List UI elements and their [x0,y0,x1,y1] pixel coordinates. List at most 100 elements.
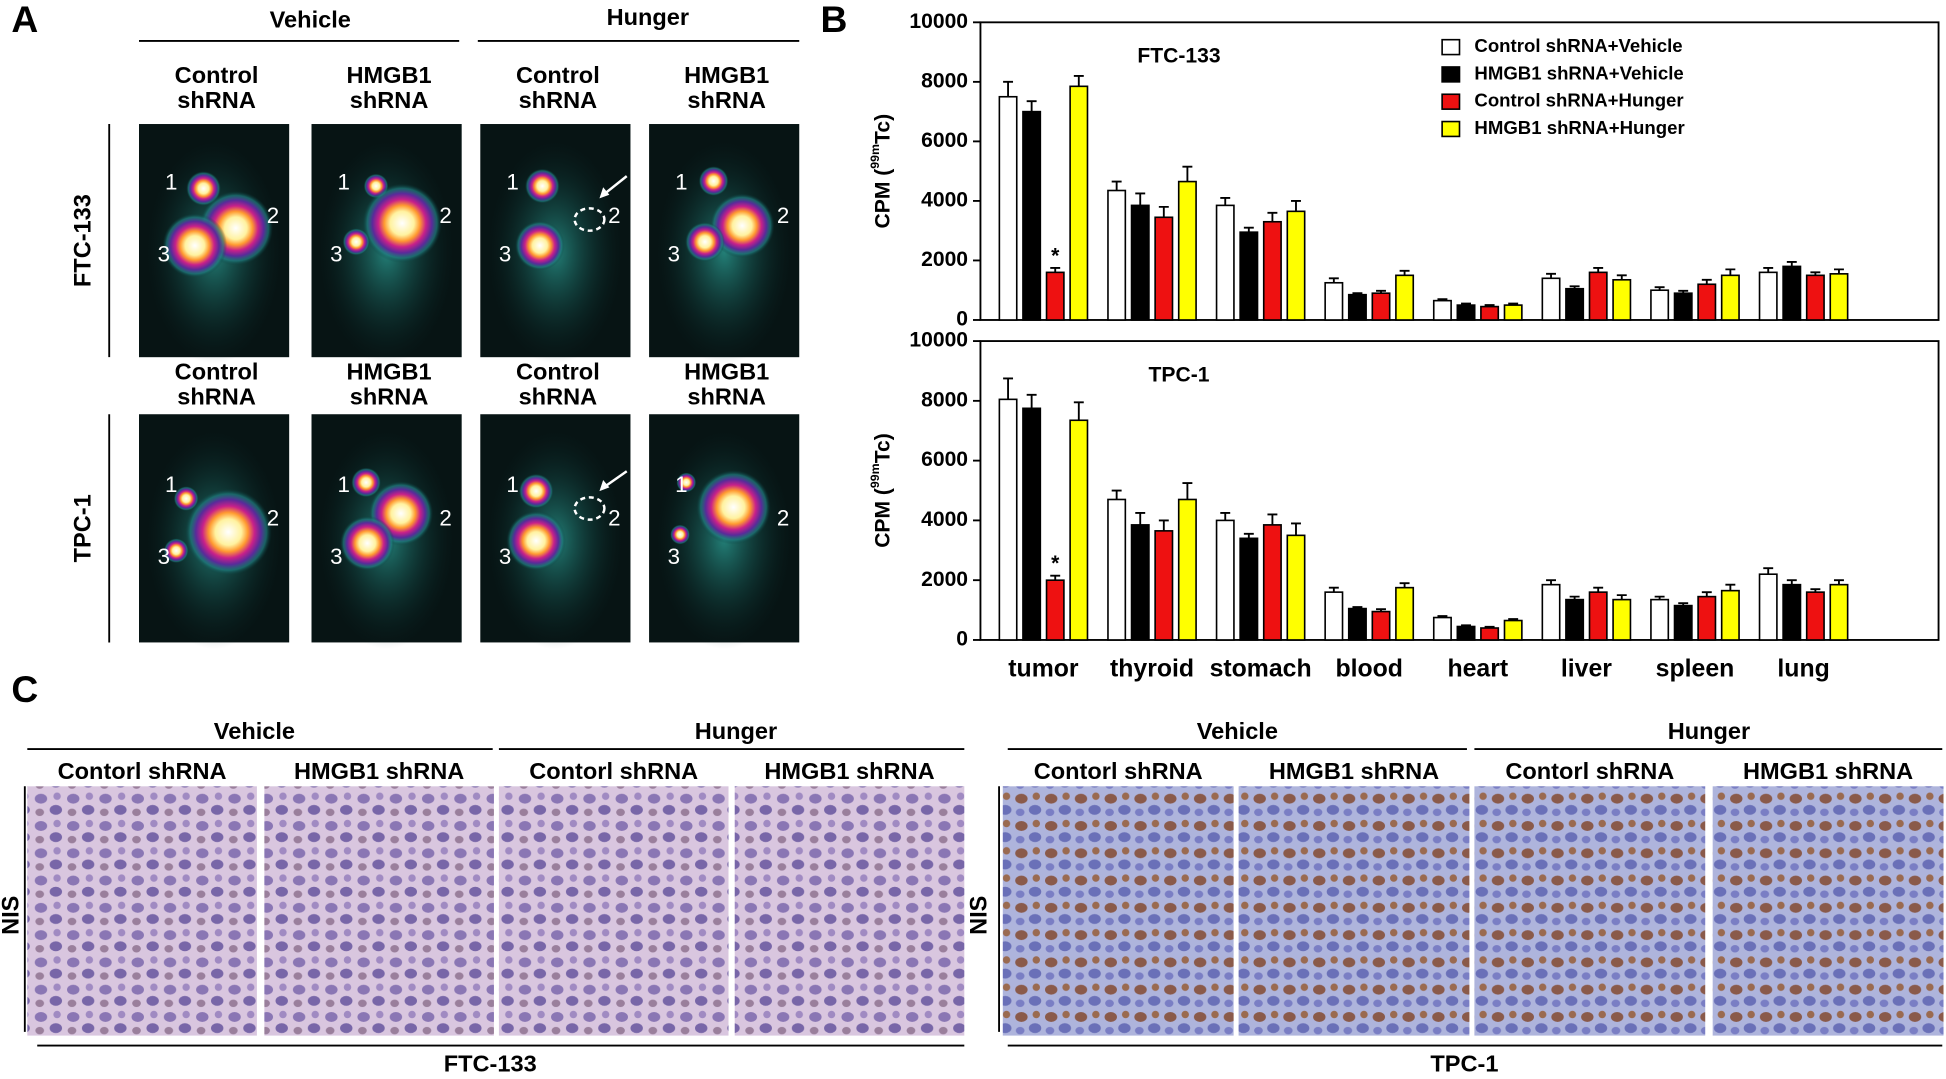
column-header: HMGB1 shRNA [764,758,934,784]
error-bar [1003,80,1014,97]
y-tick-label: 8000 [921,69,968,92]
error-bar [1810,588,1821,593]
spot-number: 2 [608,506,620,531]
spot-number: 3 [330,241,342,266]
bar [1782,583,1802,641]
y-tick-label: 10000 [909,10,968,33]
bar [1154,216,1174,321]
column-header: Contorl shRNA [1034,758,1203,784]
significance-mark: * [1051,244,1060,267]
histology-image [734,786,965,1036]
column-header: shRNA [177,383,256,409]
error-bar [1220,197,1231,206]
error-bar [1833,579,1844,585]
spot-number: 3 [158,241,170,266]
bar [1565,598,1585,641]
error-bar [1569,285,1580,289]
bar [1720,589,1740,641]
row-label: TPC-1 [70,494,96,562]
error-bar [1111,489,1122,500]
histology-image [27,786,257,1036]
column-header: HMGB1 shRNA [1743,758,1913,784]
bar [998,95,1018,321]
scan-spot [676,472,697,493]
column-header: HMGB1 shRNA [294,758,464,784]
spot-number: 2 [267,506,279,531]
y-axis-label-part: CPM ( [871,169,894,229]
row-label: FTC-133 [70,194,96,287]
bar [1503,304,1523,321]
spot-number: 1 [338,169,350,194]
spot-number: 3 [330,544,342,569]
column-header: HMGB1 [684,62,769,88]
error-bar [1484,625,1495,629]
bar [1697,595,1717,641]
column-header: Control [516,359,600,385]
column-header: HMGB1 [347,359,432,385]
histology-image [1474,786,1706,1036]
bar [1262,524,1282,641]
error-bar [1182,482,1193,500]
bar [1130,204,1150,321]
error-bar [1763,266,1774,273]
spot-number: 1 [506,472,518,497]
bar [1805,591,1825,641]
bar [1673,292,1693,321]
bar [1022,110,1042,321]
row-label: NIS [0,896,24,935]
bar [1395,274,1415,321]
panel-letter: B [821,0,848,40]
error-bar [1267,211,1278,222]
error-bar [1833,268,1844,274]
error-bar [1763,567,1774,575]
error-bar [1786,261,1797,267]
spot-number: 1 [338,472,350,497]
error-bar [1026,100,1037,112]
bar [1395,586,1415,641]
error-bar [1484,304,1495,307]
legend-swatch [1441,38,1461,56]
error-bar [1725,583,1736,591]
bar [1347,607,1367,641]
scan-spot [362,183,442,263]
error-bar [1111,180,1122,191]
scan-spot [709,193,775,258]
column-header: shRNA [177,87,256,113]
scan-spot [163,538,189,564]
y-tick-label: 8000 [921,388,968,411]
scan-spot [518,473,554,509]
scan-spot [685,222,725,262]
column-header: HMGB1 [684,359,769,385]
error-bar [1267,513,1278,525]
column-header: shRNA [519,87,598,113]
error-bar [1243,226,1254,233]
error-bar [1616,594,1627,600]
bar [1758,271,1778,321]
column-header: shRNA [350,383,429,409]
bar [1480,305,1500,321]
scan-spot [670,524,691,545]
bar [1432,299,1452,321]
row-label: NIS [966,896,992,935]
y-axis-label-part: CPM ( [871,488,894,548]
bar [1107,189,1127,321]
x-tick-label: lung [1777,655,1829,682]
error-bar [1352,606,1363,609]
error-bar [1182,165,1193,182]
error-bar [1399,582,1410,588]
error-bar [1291,522,1301,536]
legend-label: HMGB1 shRNA+Vehicle [1474,62,1683,83]
histology-image [1002,786,1234,1036]
column-header: shRNA [687,87,766,113]
bar [1262,220,1282,321]
error-bar [1678,289,1689,294]
scan-spot [524,168,560,204]
bar [1069,85,1089,321]
scan-spot [340,515,395,571]
spot-number: 1 [165,472,177,497]
y-tick-label: 6000 [921,448,968,471]
bar [1541,277,1561,321]
error-bar [1135,511,1146,525]
scan-spot [696,470,771,545]
column-header: Control [175,62,259,88]
